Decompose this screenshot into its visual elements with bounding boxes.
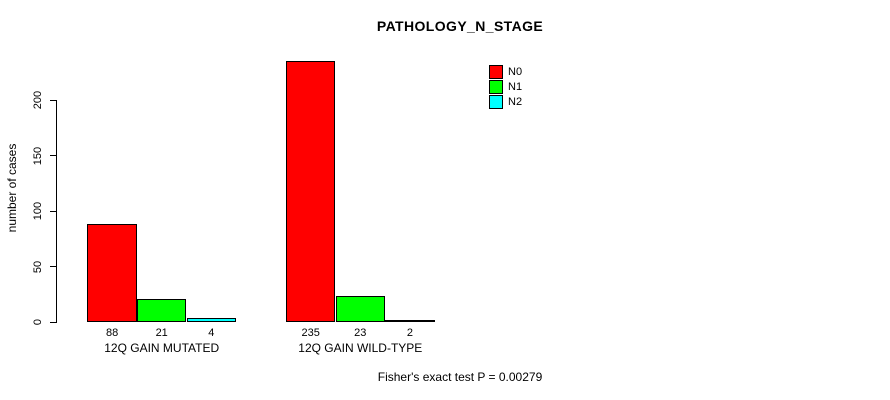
y-tick-label: 0 [32,318,44,326]
y-tick-label: 50 [32,260,44,273]
y-axis-line [56,100,57,323]
bar-n1-group-1 [136,298,187,322]
legend-swatch-n1 [489,80,503,94]
y-tick-label: 100 [32,201,44,221]
chart-title: PATHOLOGY_N_STAGE [376,18,544,34]
bar-n1-group-2 [335,296,386,322]
bar-n0-group-1 [87,224,137,322]
legend-label-n2: N2 [508,96,523,108]
y-axis-label: number of cases [5,143,19,233]
legend-item: N0 [489,65,522,79]
y-tick [50,99,56,101]
bar-value-label: 21 [155,327,168,339]
bar-value-label: 235 [301,327,320,339]
bar-n2-group-2 [385,319,435,322]
legend-swatch-n2 [489,95,503,109]
y-tick [50,321,56,323]
bar-value-label: 2 [406,327,413,339]
legend-label-n1: N1 [508,81,523,93]
category-label: 12Q GAIN WILD-TYPE [298,341,423,355]
stat-annotation: Fisher's exact test P = 0.00279 [377,370,543,384]
y-tick [50,210,56,212]
legend-item: N1 [489,80,522,94]
legend-item: N2 [489,95,522,109]
legend-swatch-n0 [489,65,503,79]
y-tick-label: 200 [32,90,44,110]
legend: N0 N1 N2 [489,65,522,110]
y-tick [50,266,56,267]
y-tick-label: 150 [32,146,44,165]
bar-value-label: 23 [354,327,367,339]
bar-value-label: 88 [105,327,119,339]
bar-n2-group-1 [186,317,237,322]
bar-n0-group-2 [285,61,336,322]
bar-value-label: 4 [208,327,215,339]
y-tick [50,155,56,156]
category-label: 12Q GAIN MUTATED [104,341,220,355]
legend-label-n0: N0 [508,66,523,78]
